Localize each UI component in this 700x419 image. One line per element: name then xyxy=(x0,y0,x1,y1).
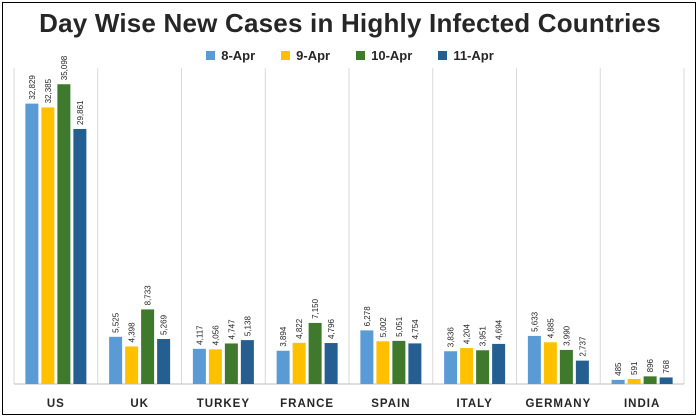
bar-spain-11-apr xyxy=(408,343,422,384)
data-label-us-8-apr: 32,829 xyxy=(28,75,37,100)
data-label-us-9-apr: 32,385 xyxy=(44,78,53,103)
legend-label-10-apr: 10-Apr xyxy=(371,48,413,63)
bar-spain-8-apr xyxy=(360,330,374,384)
legend-label-9-apr: 9-Apr xyxy=(296,48,331,63)
data-label-india-10-apr: 896 xyxy=(646,358,655,372)
data-label-france-11-apr: 4,796 xyxy=(327,318,336,339)
bar-france-11-apr xyxy=(324,343,338,384)
legend-swatch-11-apr xyxy=(438,51,448,60)
data-label-spain-9-apr: 5,002 xyxy=(379,317,388,338)
legend-item-9-apr: 9-Apr xyxy=(281,48,330,63)
bar-turkey-9-apr xyxy=(208,349,222,384)
data-label-italy-11-apr: 4,694 xyxy=(495,319,504,340)
data-label-germany-11-apr: 2,737 xyxy=(578,336,587,357)
bar-turkey-8-apr xyxy=(192,348,206,384)
legend-label-8-apr: 8-Apr xyxy=(221,48,256,63)
bar-germany-10-apr xyxy=(559,349,573,384)
x-tick-label-spain: SPAIN xyxy=(371,398,410,410)
bar-turkey-11-apr xyxy=(240,340,254,384)
data-label-us-10-apr: 35,098 xyxy=(60,55,69,80)
x-tick-label-us: US xyxy=(47,398,65,410)
chart-legend: 8-Apr 9-Apr 10-Apr 11-Apr xyxy=(0,48,700,63)
data-label-germany-8-apr: 5,633 xyxy=(530,311,539,332)
chart-title: Day Wise New Cases in Highly Infected Co… xyxy=(39,8,661,38)
bar-india-11-apr xyxy=(659,377,673,384)
bar-italy-8-apr xyxy=(444,351,458,384)
bar-germany-11-apr xyxy=(575,360,589,384)
x-tick-label-india: INDIA xyxy=(624,398,660,410)
bar-germany-8-apr xyxy=(527,335,541,384)
x-tick-label-italy: ITALY xyxy=(456,398,492,410)
bar-india-8-apr xyxy=(611,379,625,384)
bar-turkey-10-apr xyxy=(224,343,238,384)
legend-swatch-9-apr xyxy=(281,51,291,60)
bar-france-8-apr xyxy=(276,350,290,384)
data-label-uk-10-apr: 8,733 xyxy=(144,285,153,306)
bar-uk-8-apr xyxy=(109,336,123,384)
bar-us-10-apr xyxy=(57,84,71,384)
legend-item-10-apr: 10-Apr xyxy=(356,48,412,63)
data-label-spain-10-apr: 5,051 xyxy=(395,316,404,337)
x-tick-label-turkey: TURKEY xyxy=(197,398,250,410)
x-tick-label-uk: UK xyxy=(130,398,149,410)
data-label-turkey-8-apr: 4,117 xyxy=(195,325,204,345)
x-tick-label-germany: GERMANY xyxy=(525,398,591,410)
data-label-turkey-9-apr: 4,056 xyxy=(211,325,220,346)
data-label-india-11-apr: 768 xyxy=(662,360,671,374)
data-label-spain-8-apr: 6,278 xyxy=(363,306,372,327)
bar-france-10-apr xyxy=(308,322,322,384)
bar-us-8-apr xyxy=(25,103,39,385)
data-label-turkey-11-apr: 5,138 xyxy=(243,316,252,337)
data-label-germany-10-apr: 3,990 xyxy=(562,325,571,346)
bar-uk-9-apr xyxy=(125,346,139,384)
data-label-us-11-apr: 29,861 xyxy=(76,100,85,125)
bar-india-10-apr xyxy=(643,376,657,384)
data-label-uk-11-apr: 5,269 xyxy=(160,314,169,335)
data-label-france-8-apr: 3,894 xyxy=(279,326,288,347)
bar-uk-10-apr xyxy=(141,309,155,384)
data-label-turkey-10-apr: 4,747 xyxy=(227,319,236,340)
bar-germany-9-apr xyxy=(543,342,557,384)
data-label-india-9-apr: 591 xyxy=(630,361,639,375)
data-label-spain-11-apr: 4,754 xyxy=(411,319,420,340)
legend-label-11-apr: 11-Apr xyxy=(453,48,494,63)
legend-swatch-8-apr xyxy=(206,51,216,60)
bar-italy-11-apr xyxy=(492,343,506,384)
data-label-germany-9-apr: 4,885 xyxy=(546,318,555,339)
legend-swatch-10-apr xyxy=(356,51,366,60)
bar-italy-9-apr xyxy=(460,348,474,384)
legend-item-11-apr: 11-Apr xyxy=(438,48,494,63)
x-tick-label-france: FRANCE xyxy=(280,398,334,410)
bar-us-9-apr xyxy=(41,107,55,384)
bar-spain-10-apr xyxy=(392,340,406,384)
data-label-uk-9-apr: 4,398 xyxy=(128,322,137,343)
data-label-uk-8-apr: 5,525 xyxy=(112,312,121,333)
bar-india-9-apr xyxy=(627,378,641,384)
data-label-india-8-apr: 485 xyxy=(614,362,623,376)
bar-uk-11-apr xyxy=(157,338,171,384)
bar-italy-10-apr xyxy=(476,350,490,384)
bar-us-11-apr xyxy=(73,128,87,384)
legend-item-8-apr: 8-Apr xyxy=(206,48,255,63)
data-label-italy-8-apr: 3,836 xyxy=(447,327,456,348)
data-label-italy-9-apr: 4,204 xyxy=(463,324,472,345)
data-label-italy-10-apr: 3,951 xyxy=(479,326,488,347)
data-label-france-9-apr: 4,822 xyxy=(295,318,304,339)
bar-spain-9-apr xyxy=(376,341,390,384)
bar-france-9-apr xyxy=(292,342,306,384)
data-label-france-10-apr: 7,150 xyxy=(311,298,320,319)
